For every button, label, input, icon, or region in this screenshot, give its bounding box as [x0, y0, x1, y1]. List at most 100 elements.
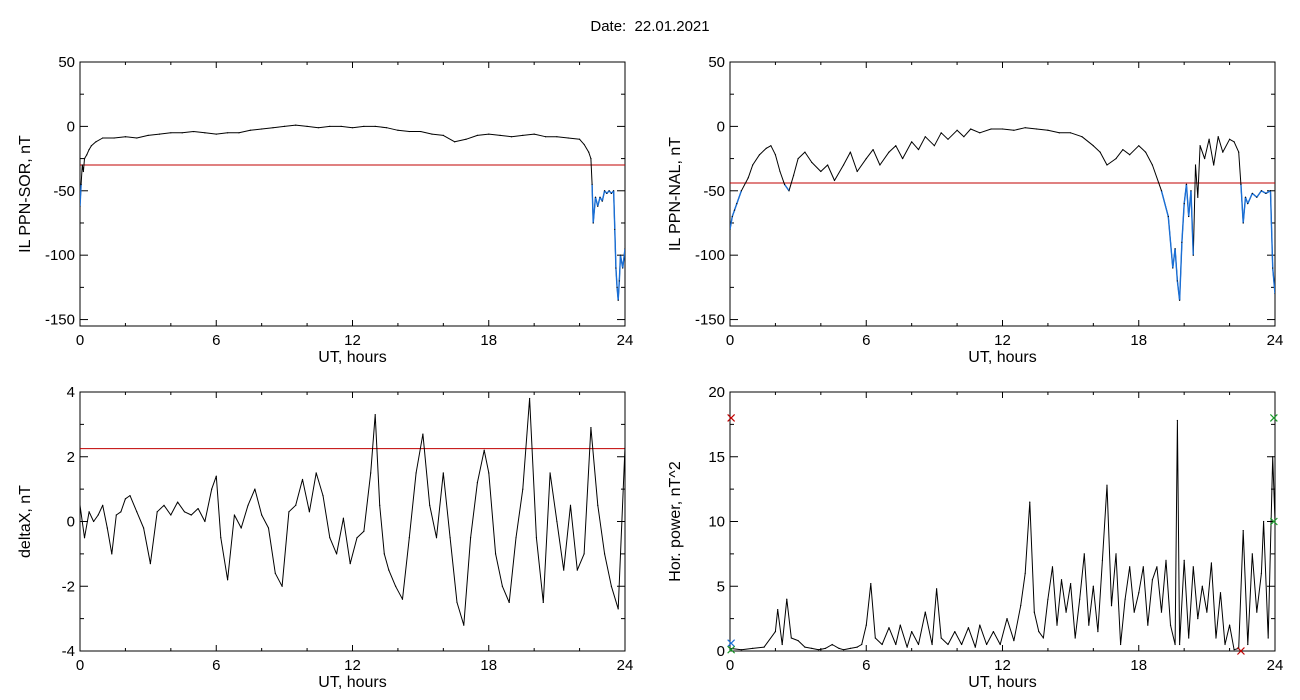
data-point [177, 501, 179, 503]
data-point [1092, 585, 1094, 587]
data-point [777, 608, 779, 611]
data-point [599, 196, 601, 198]
data-point [508, 601, 510, 604]
data-point [1272, 267, 1274, 269]
x-tick-label: 18 [480, 657, 497, 674]
data-point [1144, 151, 1147, 153]
data-point [1217, 136, 1219, 138]
data-point [501, 585, 503, 587]
data-point [204, 520, 206, 523]
data-point [374, 414, 376, 416]
data-point [588, 151, 590, 153]
data-point [624, 446, 625, 448]
below-threshold-segment [733, 203, 738, 211]
data-point [563, 569, 565, 571]
data-point [129, 495, 131, 497]
data-point [95, 141, 97, 143]
data-point [1101, 559, 1104, 561]
data-point [211, 488, 213, 490]
x-tick-label: 6 [212, 657, 220, 674]
below-threshold-segment [594, 197, 599, 207]
data-point [401, 598, 404, 600]
data-point [97, 514, 99, 516]
x-tick-label: 24 [1267, 657, 1284, 674]
data-point [811, 161, 813, 164]
chart-panel-3: 0 6 12 18 24 4 2 0 -2 -4 UT, hours deltaX, nT [17, 384, 633, 691]
y-axis-label: Hor. power, nT^2 [667, 461, 684, 582]
plot-frame [79, 391, 626, 652]
data-point [488, 133, 490, 135]
data-point [1179, 643, 1181, 646]
x-axis-label: UT, hours [968, 349, 1036, 366]
data-point [895, 643, 897, 646]
data-point [1035, 128, 1038, 130]
data-point [329, 125, 331, 127]
data-point [102, 504, 104, 506]
data-point [494, 553, 497, 555]
data-point [838, 647, 840, 650]
data-point [804, 151, 806, 153]
series-line [80, 124, 625, 301]
marker-stroke [1269, 413, 1278, 422]
data-point [1242, 222, 1244, 224]
data-point [1274, 293, 1275, 295]
data-point [238, 132, 240, 134]
data-point [1233, 649, 1235, 651]
data-point [1106, 164, 1108, 166]
x-axis-label: UT, hours [318, 674, 386, 691]
marker-stroke [727, 639, 736, 648]
data-point [442, 472, 444, 474]
data-point [954, 630, 956, 633]
data-point [797, 640, 799, 642]
data-point [617, 608, 619, 610]
data-point [499, 134, 501, 137]
data-point [288, 511, 290, 513]
data-point [619, 254, 622, 256]
data-point [740, 190, 742, 192]
data-point [1138, 592, 1140, 594]
data-point [986, 643, 988, 646]
y-tick-label: 10 [708, 514, 725, 531]
data-point [792, 174, 795, 176]
data-point [240, 527, 242, 529]
below-threshold-segment [1185, 184, 1190, 217]
data-point [1097, 630, 1099, 633]
data-point [1088, 624, 1090, 626]
data-point [329, 537, 331, 539]
data-point [774, 630, 777, 633]
data-point [1124, 598, 1126, 600]
data-point [872, 148, 874, 151]
data-point [917, 643, 920, 646]
data-point [936, 588, 938, 590]
data-point [1188, 637, 1190, 639]
data-point [979, 624, 981, 626]
data-point [924, 611, 926, 613]
below-threshold-segment [1242, 197, 1247, 224]
data-point [1269, 190, 1272, 192]
data-point [1065, 611, 1067, 613]
data-point [736, 203, 738, 205]
data-point [817, 649, 820, 651]
data-point [317, 127, 320, 129]
data-point [1006, 618, 1008, 620]
data-point [340, 125, 342, 127]
y-tick-label: -100 [695, 247, 725, 264]
data-point [1133, 611, 1135, 613]
data-point [301, 478, 304, 481]
data-point [956, 129, 958, 131]
data-point [408, 537, 410, 539]
data-point [797, 157, 799, 160]
data-point [1204, 157, 1206, 160]
below-threshold-segment [1190, 190, 1194, 256]
below-threshold-segment [591, 184, 594, 223]
x-tick-label: 12 [344, 657, 361, 674]
data-point [567, 137, 569, 139]
data-point [849, 151, 851, 153]
below-threshold-segment [1256, 190, 1262, 198]
data-point [999, 643, 1001, 646]
data-point [1208, 138, 1210, 140]
data-point [190, 514, 192, 516]
data-point [431, 133, 433, 135]
data-point [465, 138, 467, 140]
marker-stroke [727, 413, 736, 422]
